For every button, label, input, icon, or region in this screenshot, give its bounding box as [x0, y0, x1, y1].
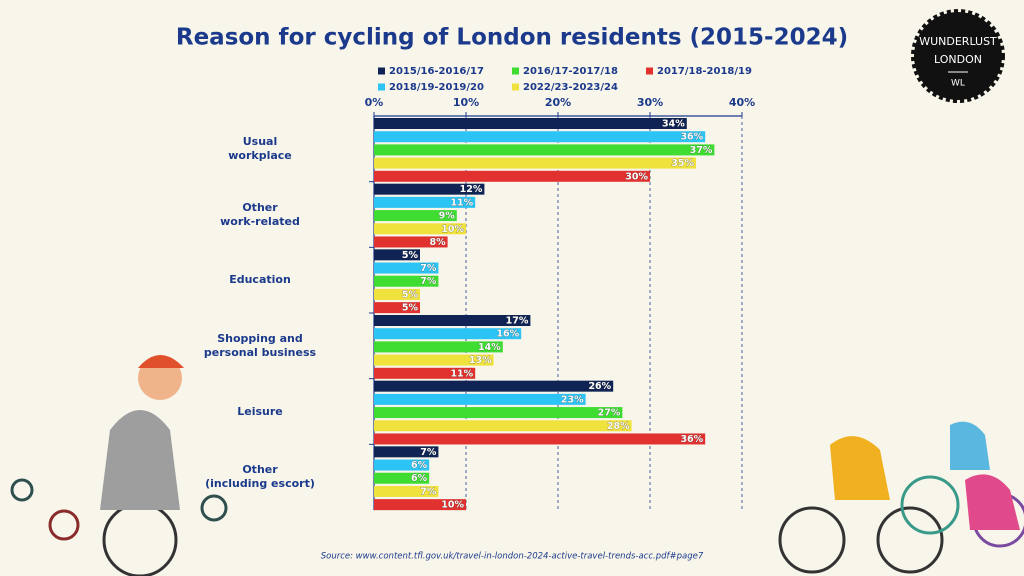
value-label: 30%: [625, 171, 648, 182]
value-label: 5%: [402, 303, 419, 314]
cyclists-left: [10, 355, 228, 576]
bar: [374, 262, 439, 274]
x-tick-label: 20%: [545, 96, 571, 109]
bar: [374, 275, 439, 287]
value-label: 16%: [496, 329, 519, 340]
value-label: 34%: [662, 119, 685, 130]
bar: [374, 459, 430, 471]
legend-swatch: [646, 67, 653, 75]
bar: [374, 249, 420, 261]
legend-label: 2018/19-2019/20: [389, 82, 484, 93]
value-label: 36%: [680, 132, 703, 143]
bar: [374, 499, 466, 511]
value-label: 10%: [441, 224, 464, 235]
value-label: 6%: [411, 473, 428, 484]
legend-label: 2015/16-2016/17: [389, 66, 484, 77]
bar: [374, 420, 632, 432]
bar: [374, 315, 531, 326]
legend-label: 2016/17-2017/18: [523, 66, 618, 77]
x-tick-label: 40%: [729, 96, 755, 109]
bar: [374, 144, 715, 156]
bar: [374, 485, 439, 497]
bar: [374, 170, 650, 182]
logo: WUNDERLUST LONDON WL: [911, 9, 1005, 103]
value-label: 11%: [450, 197, 473, 208]
value-label: 11%: [450, 368, 473, 379]
value-label: 14%: [478, 342, 501, 353]
y-tick-label: Usual workplace: [228, 134, 292, 162]
logo-text: WUNDERLUST: [919, 35, 997, 48]
value-label: 9%: [439, 211, 456, 222]
bar: [374, 367, 476, 379]
bar: [374, 131, 706, 143]
value-label: 5%: [402, 289, 419, 300]
value-label: 6%: [411, 460, 428, 471]
legend-label: 2017/18-2018/19: [657, 66, 752, 77]
legend-swatch: [512, 83, 519, 91]
chart-title: Reason for cycling of London residents (…: [176, 25, 848, 51]
bar: [374, 380, 614, 392]
value-label: 7%: [420, 486, 437, 497]
legend-label: 2022/23-2023/24: [523, 82, 618, 93]
cyclists-right: [778, 421, 1024, 574]
legend-swatch: [512, 67, 519, 75]
value-label: 13%: [469, 355, 492, 366]
y-tick-label: Other (including escort): [205, 463, 315, 491]
value-label: 27%: [598, 408, 621, 419]
bar: [374, 223, 466, 235]
value-label: 28%: [607, 421, 630, 432]
y-tick-label: Shopping and personal business: [203, 331, 317, 359]
value-label: 7%: [420, 263, 437, 274]
bar: [374, 236, 448, 248]
x-tick-label: 10%: [453, 96, 479, 109]
x-tick-label: 30%: [637, 96, 663, 109]
bar: [374, 210, 457, 222]
value-label: 8%: [429, 237, 446, 248]
value-label: 5%: [402, 250, 419, 261]
value-label: 7%: [420, 276, 437, 287]
bar: [374, 354, 494, 366]
legend-swatch: [378, 67, 385, 75]
value-label: 36%: [680, 434, 703, 445]
legend-swatch: [378, 83, 385, 91]
value-label: 17%: [506, 316, 529, 327]
value-label: 23%: [561, 394, 584, 405]
bar: [374, 196, 476, 208]
y-tick-label: Leisure: [237, 404, 283, 418]
bar: [374, 407, 623, 419]
bar: [374, 288, 420, 300]
value-label: 7%: [420, 447, 437, 458]
logo-badge: [911, 9, 1005, 103]
bar: [374, 118, 687, 129]
bar: [374, 433, 706, 445]
y-tick-label: Other work-related: [220, 200, 300, 228]
bar: [374, 446, 439, 458]
bar: [374, 472, 430, 484]
bar: [374, 328, 522, 340]
value-label: 10%: [441, 500, 464, 511]
bar: [374, 157, 696, 169]
bar: [374, 341, 503, 353]
value-label: 35%: [671, 158, 694, 169]
bar: [374, 183, 485, 195]
value-label: 12%: [460, 184, 483, 195]
logo-text: WL: [951, 79, 965, 89]
x-tick-label: 0%: [365, 96, 384, 109]
value-label: 37%: [690, 145, 713, 156]
source: Source: www.content.tfl.gov.uk/travel-in…: [321, 552, 704, 562]
bar: [374, 302, 420, 314]
y-tick-label: Education: [229, 273, 291, 287]
logo-text: LONDON: [934, 53, 982, 66]
bar: [374, 393, 586, 405]
value-label: 26%: [588, 381, 611, 392]
